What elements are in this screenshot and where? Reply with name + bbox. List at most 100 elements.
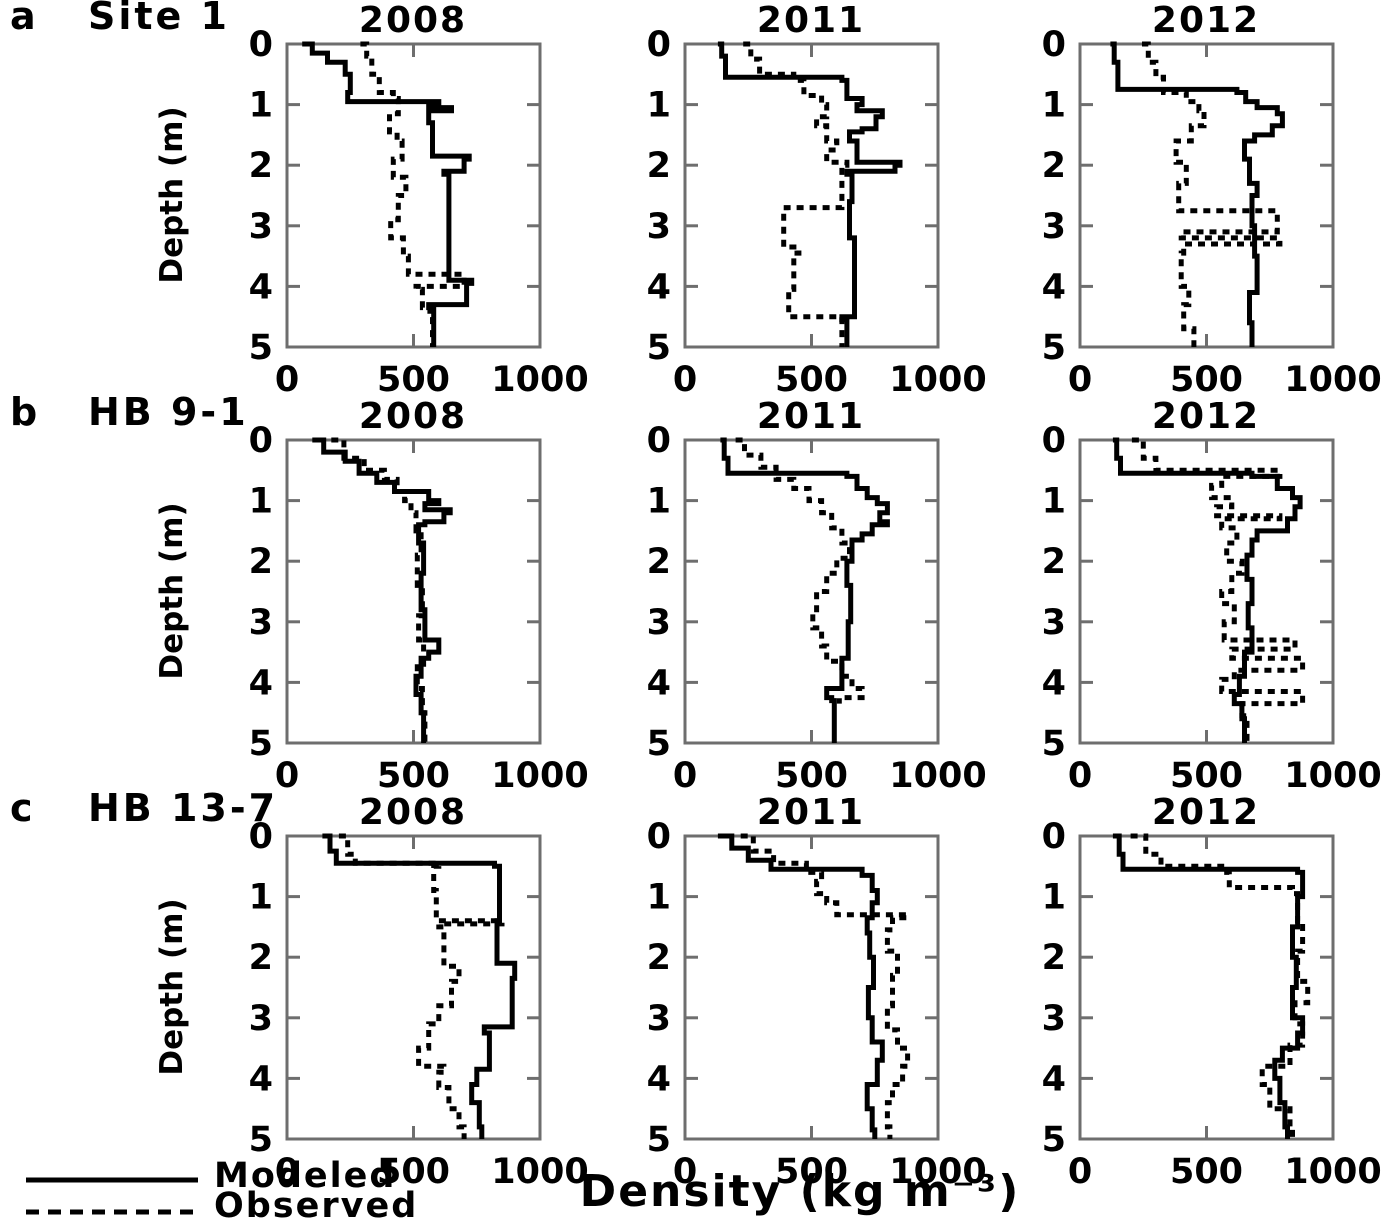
observed-line (338, 833, 505, 1139)
x-tick-label: 1000 (1284, 360, 1381, 400)
y-tick-label: 2 (647, 146, 671, 186)
y-tick-label: 1 (1042, 86, 1066, 126)
y-tick-label: 2 (1042, 938, 1066, 978)
y-tick-label: 5 (249, 724, 273, 764)
y-tick-label: 4 (1042, 663, 1066, 703)
legend-modeled-line-icon (26, 1177, 198, 1183)
plot-box (285, 834, 542, 1141)
y-tick-label: 2 (249, 542, 273, 582)
x-tick-label: 1000 (1284, 756, 1381, 796)
density-profile-plot: 0 500 1000 0 1 2 3 4 5 (647, 25, 987, 400)
density-profile-plot: 0 500 1000 0 1 2 3 4 5 (249, 421, 589, 796)
plot-box (285, 438, 542, 745)
modeled-line (717, 41, 903, 347)
x-tick-label: 1000 (889, 1152, 986, 1192)
x-tick-label: 1000 (491, 1152, 588, 1192)
legend-modeled-label: Modeled (214, 1156, 397, 1196)
panel-letter-b: b (10, 390, 38, 434)
x-tick-label: 500 (775, 360, 848, 400)
density-profile-plot: 0 500 1000 0 1 2 3 4 5 (1042, 25, 1382, 400)
modeled-line (1110, 41, 1285, 347)
y-tick-label: 0 (1042, 817, 1066, 857)
density-profile-plot: 0 500 1000 0 1 2 3 4 5 (249, 25, 589, 400)
x-tick-label: 500 (1170, 1152, 1243, 1192)
x-tick-label: 1000 (889, 360, 986, 400)
observed-line (331, 437, 428, 743)
observed-line (1142, 41, 1283, 347)
panel-year-title: 2012 (1151, 0, 1261, 41)
panel-year-title: 2012 (1151, 792, 1261, 833)
y-tick-label: 0 (647, 25, 671, 65)
legend-observed-line-icon (26, 1209, 198, 1215)
y-tick-label: 0 (249, 25, 273, 65)
site-name-row-b: HB 9-1 (88, 390, 249, 434)
y-tick-label: 5 (1042, 328, 1066, 368)
panel-year-title: 2008 (358, 396, 468, 437)
density-profile-plot: 0 500 1000 0 1 2 3 4 5 (647, 421, 987, 796)
x-tick-label: 0 (673, 1152, 697, 1192)
x-tick-label: 0 (1068, 756, 1092, 796)
y-tick-label: 4 (249, 267, 273, 307)
y-tick-label: 0 (1042, 421, 1066, 461)
modeled-line (322, 833, 518, 1139)
modeled-line (1112, 437, 1303, 743)
y-tick-label: 2 (1042, 146, 1066, 186)
y-tick-label: 2 (647, 542, 671, 582)
x-tick-label: 0 (275, 756, 299, 796)
y-tick-label: 4 (249, 663, 273, 703)
y-tick-label: 3 (1042, 207, 1066, 247)
x-tick-label: 0 (1068, 1152, 1092, 1192)
modeled-line (302, 41, 475, 347)
y-tick-label: 3 (249, 207, 273, 247)
y-tick-label: 1 (249, 878, 273, 918)
y-tick-label: 3 (1042, 603, 1066, 643)
y-tick-label: 4 (1042, 267, 1066, 307)
density-profile-plot: 0 500 1000 0 1 2 3 4 5 (1042, 817, 1382, 1192)
density-profile-plot: 0 500 1000 0 1 2 3 4 5 (249, 817, 589, 1192)
plot-box (683, 438, 940, 745)
y-tick-label: 1 (249, 86, 273, 126)
observed-line (1131, 437, 1306, 743)
panel-year-title: 2011 (756, 792, 866, 833)
observed-line (735, 437, 865, 704)
plot-box (683, 42, 940, 349)
x-tick-label: 500 (377, 1152, 450, 1192)
density-profile-plot: 0 500 1000 0 1 2 3 4 5 (1042, 421, 1382, 796)
y-tick-label: 2 (1042, 542, 1066, 582)
y-tick-label: 3 (1042, 999, 1066, 1039)
y-tick-label: 4 (249, 1059, 273, 1099)
panel-year-title: 2008 (358, 792, 468, 833)
plot-box (683, 834, 940, 1141)
y-tick-label: 1 (647, 878, 671, 918)
x-axis-label: Density (kg m⁻³) (579, 1166, 1021, 1217)
panel-year-title: 2008 (358, 0, 468, 41)
y-tick-label: 0 (647, 421, 671, 461)
modeled-line (1112, 833, 1306, 1139)
y-tick-label: 2 (249, 938, 273, 978)
x-tick-label: 500 (377, 756, 450, 796)
observed-line (1130, 833, 1311, 1139)
panel-letter-a: a (10, 0, 36, 38)
site-name-row-c: HB 13-7 (88, 786, 279, 830)
y-tick-label: 5 (647, 328, 671, 368)
x-tick-label: 1000 (889, 756, 986, 796)
y-tick-label: 2 (249, 146, 273, 186)
y-tick-label: 2 (647, 938, 671, 978)
y-tick-label: 3 (647, 207, 671, 247)
panel-year-title: 2012 (1151, 396, 1261, 437)
plot-box (1078, 438, 1335, 745)
y-tick-label: 5 (1042, 724, 1066, 764)
y-tick-label: 3 (647, 999, 671, 1039)
x-tick-label: 0 (275, 360, 299, 400)
y-tick-label: 5 (647, 1120, 671, 1160)
y-tick-label: 3 (249, 999, 273, 1039)
y-tick-label: 0 (249, 421, 273, 461)
x-tick-label: 0 (673, 756, 697, 796)
y-tick-label: 0 (249, 817, 273, 857)
x-tick-label: 500 (1170, 756, 1243, 796)
observed-line (743, 41, 850, 347)
observed-line (360, 41, 467, 347)
y-tick-label: 4 (1042, 1059, 1066, 1099)
y-tick-label: 5 (1042, 1120, 1066, 1160)
y-tick-label: 3 (249, 603, 273, 643)
